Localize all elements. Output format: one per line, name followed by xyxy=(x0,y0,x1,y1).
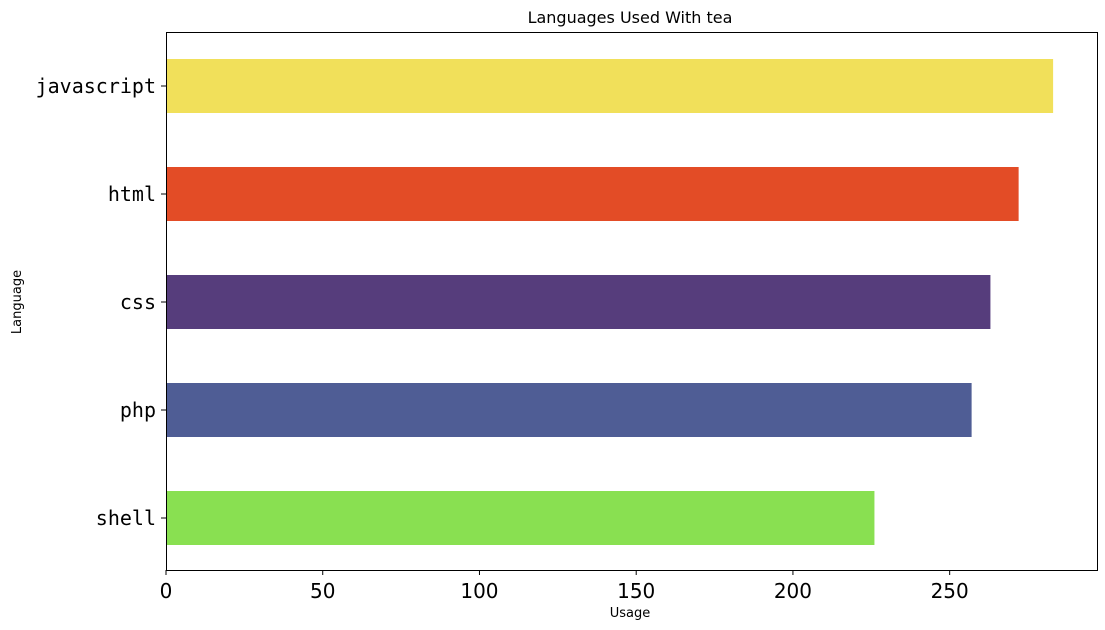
y-axis: javascript html css php shell xyxy=(36,74,166,530)
y-tick-label: shell xyxy=(96,506,156,530)
x-axis: 0 50 100 150 200 250 xyxy=(160,570,969,603)
x-tick-label: 250 xyxy=(931,579,969,603)
bar-html xyxy=(166,167,1019,221)
x-tick-label: 0 xyxy=(160,579,173,603)
y-axis-label: Language xyxy=(10,270,25,334)
x-tick-label: 200 xyxy=(774,579,812,603)
y-tick-label: html xyxy=(108,182,156,206)
bars xyxy=(166,59,1054,545)
y-tick-label: css xyxy=(120,290,156,314)
x-tick-label: 50 xyxy=(310,579,335,603)
bar-php xyxy=(166,383,972,437)
y-tick-label: javascript xyxy=(36,74,156,98)
bar-shell xyxy=(166,491,875,545)
x-tick-label: 150 xyxy=(617,579,655,603)
y-tick-label: php xyxy=(120,398,156,422)
bar-css xyxy=(166,275,991,329)
plot-frame xyxy=(166,32,1098,571)
chart-title: Languages Used With tea xyxy=(528,8,733,27)
x-axis-label: Usage xyxy=(610,606,651,621)
x-tick-label: 100 xyxy=(460,579,498,603)
bar-javascript xyxy=(166,59,1054,113)
